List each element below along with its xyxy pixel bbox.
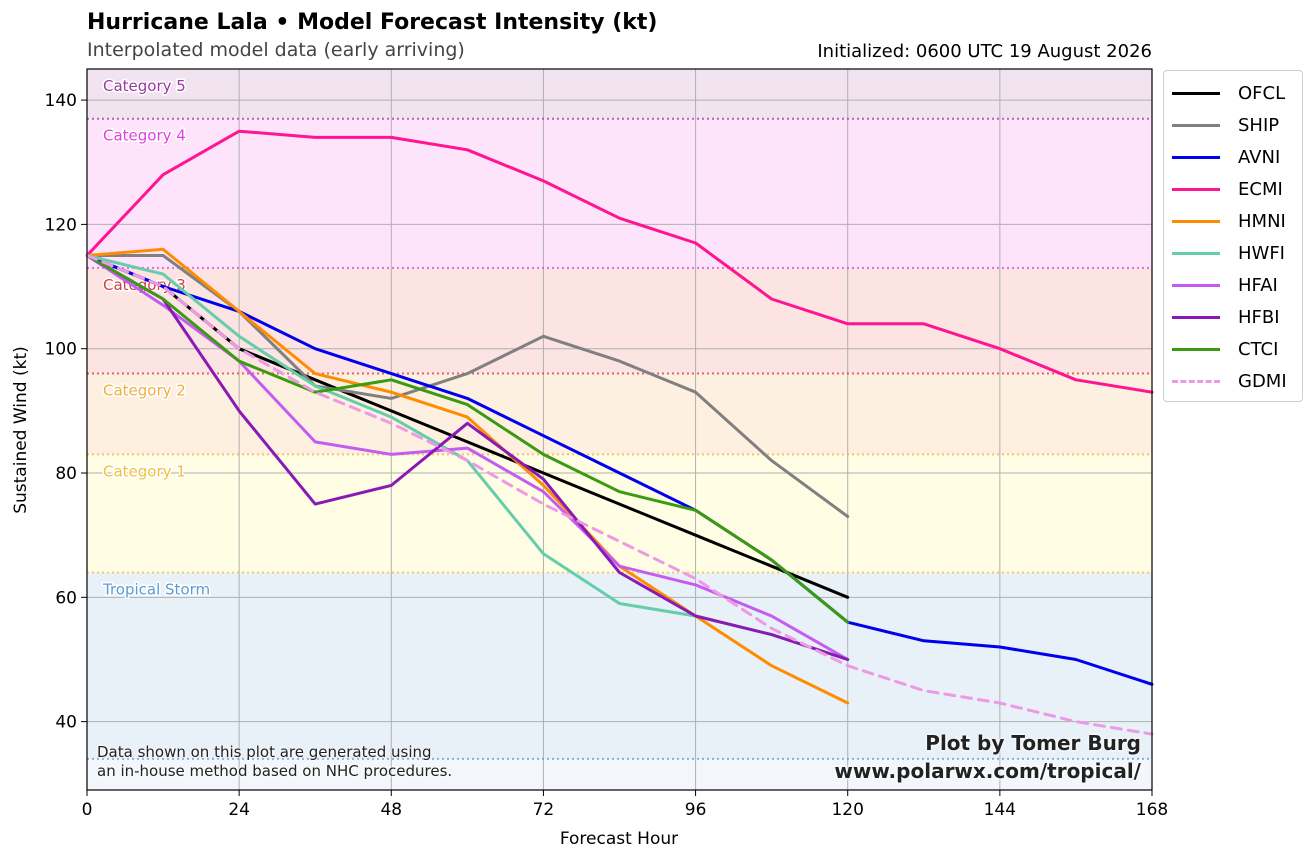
band-category-4 bbox=[87, 118, 1152, 268]
band-category-2 bbox=[87, 373, 1152, 455]
disclaimer: Data shown on this plot are generated us… bbox=[97, 743, 452, 781]
legend-label: SHIP bbox=[1238, 114, 1280, 136]
series-line-avni bbox=[85, 254, 1154, 686]
category-label-category-4: Category 4 bbox=[103, 127, 186, 145]
y-axis-label: Sustained Wind (kt) bbox=[11, 346, 31, 514]
legend-label: HWFI bbox=[1238, 242, 1285, 264]
legend-swatch bbox=[1172, 315, 1220, 319]
band-category-5 bbox=[87, 69, 1152, 119]
legend-item-avni: AVNI bbox=[1164, 141, 1302, 173]
x-tick-label: 144 bbox=[984, 800, 1016, 820]
band-category-3 bbox=[87, 267, 1152, 374]
series-line-gdmi bbox=[85, 254, 1154, 736]
x-axis-label: Forecast Hour bbox=[560, 829, 678, 849]
legend-item-ctci: CTCI bbox=[1164, 333, 1302, 365]
legend-item-hfai: HFAI bbox=[1164, 269, 1302, 301]
legend-label: HFAI bbox=[1238, 274, 1278, 296]
y-tick-label: 100 bbox=[45, 340, 77, 360]
legend-swatch bbox=[1172, 155, 1220, 159]
legend-item-hmni: HMNI bbox=[1164, 205, 1302, 237]
legend-swatch bbox=[1172, 219, 1220, 223]
y-tick-label: 60 bbox=[55, 588, 77, 608]
y-tick-label: 120 bbox=[45, 215, 77, 235]
chart-subtitle: Interpolated model data (early arriving) bbox=[87, 39, 465, 61]
legend-label: GDMI bbox=[1238, 370, 1287, 392]
legend-label: ECMI bbox=[1238, 178, 1283, 200]
legend-item-ship: SHIP bbox=[1164, 109, 1302, 141]
disclaimer-line-1: Data shown on this plot are generated us… bbox=[97, 743, 432, 761]
legend: OFCL SHIP AVNI ECMI HMNI HWFI HFAI HFBI CTCI GDMI bbox=[1163, 70, 1303, 402]
y-tick-label: 80 bbox=[55, 464, 77, 484]
legend-swatch bbox=[1172, 187, 1220, 191]
x-tick-label: 48 bbox=[380, 800, 402, 820]
category-label-category-2: Category 2 bbox=[103, 382, 186, 400]
series-line-ofcl bbox=[85, 254, 850, 599]
plot-frame bbox=[86, 68, 1153, 791]
category-label-category-1: Category 1 bbox=[103, 462, 186, 480]
x-tick-label: 120 bbox=[831, 800, 863, 820]
series-line-ecmi bbox=[85, 129, 1154, 394]
legend-swatch bbox=[1172, 347, 1220, 351]
x-tick-label: 0 bbox=[82, 800, 93, 820]
band-below-ts bbox=[87, 758, 1152, 790]
legend-label: CTCI bbox=[1238, 338, 1279, 360]
y-tick-label: 140 bbox=[45, 91, 77, 111]
legend-swatch bbox=[1172, 379, 1220, 383]
series-line-hfbi bbox=[85, 254, 850, 661]
category-label-category-5: Category 5 bbox=[103, 77, 186, 95]
legend-label: HMNI bbox=[1238, 210, 1286, 232]
x-tick-label: 72 bbox=[533, 800, 555, 820]
series-line-ctci bbox=[85, 254, 850, 624]
credit-author: Plot by Tomer Burg bbox=[925, 731, 1141, 755]
category-label-tropical-storm: Tropical Storm bbox=[102, 580, 210, 598]
legend-swatch bbox=[1172, 123, 1220, 127]
x-tick-label: 96 bbox=[685, 800, 707, 820]
legend-swatch bbox=[1172, 91, 1220, 95]
x-tick-label: 168 bbox=[1136, 800, 1168, 820]
chart-title: Hurricane Lala • Model Forecast Intensit… bbox=[87, 10, 658, 35]
y-tick-label: 40 bbox=[55, 713, 77, 733]
legend-swatch bbox=[1172, 283, 1220, 287]
legend-item-gdmi: GDMI bbox=[1164, 365, 1302, 397]
initialized-time: Initialized: 0600 UTC 19 August 2026 bbox=[817, 41, 1152, 62]
series-line-hmni bbox=[85, 247, 850, 705]
legend-item-ofcl: OFCL bbox=[1164, 77, 1302, 109]
credit-url: www.polarwx.com/tropical/ bbox=[834, 759, 1141, 783]
legend-label: OFCL bbox=[1238, 82, 1286, 104]
legend-item-ecmi: ECMI bbox=[1164, 173, 1302, 205]
legend-label: AVNI bbox=[1238, 146, 1281, 168]
disclaimer-line-2: an in-house method based on NHC procedur… bbox=[97, 762, 453, 780]
x-tick-label: 24 bbox=[228, 800, 250, 820]
legend-item-hwfi: HWFI bbox=[1164, 237, 1302, 269]
series-line-ship bbox=[85, 254, 850, 518]
legend-label: HFBI bbox=[1238, 306, 1280, 328]
legend-item-hfbi: HFBI bbox=[1164, 301, 1302, 333]
legend-swatch bbox=[1172, 251, 1220, 255]
